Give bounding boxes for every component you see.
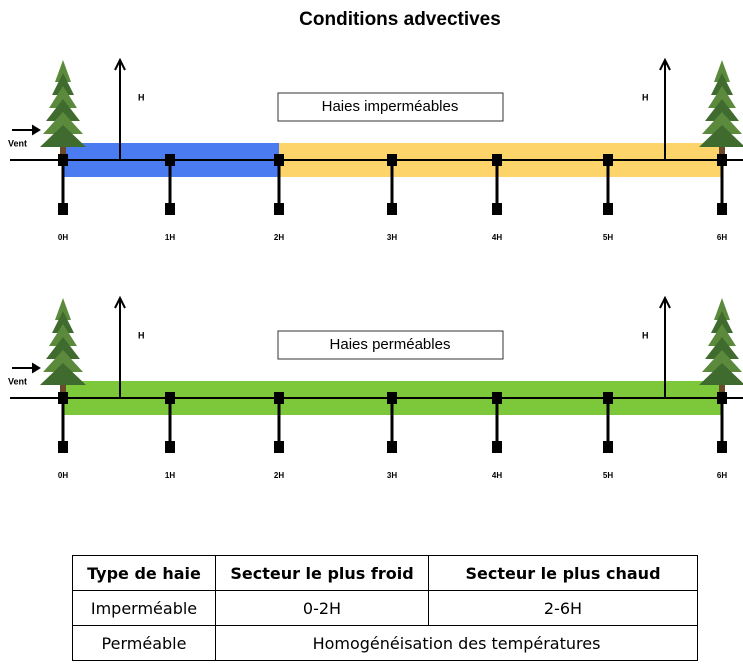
position-label: 0H [58, 233, 68, 242]
position-label: 6H [717, 471, 727, 480]
diagram: Conditions advectives H H Haies imperméabl… [8, 9, 743, 480]
summary-table: Type de haie Secteur le plus froid Secte… [72, 555, 698, 661]
header-cell: Type de haie [72, 555, 216, 591]
sensor [58, 203, 68, 215]
sensor [492, 203, 502, 215]
arrow-head [659, 57, 671, 71]
height-label: H [138, 330, 145, 340]
tree-foliage [699, 125, 743, 147]
row: Perméable Homogénéisation des températur… [72, 625, 698, 661]
wind-label: Vent [8, 138, 27, 148]
sensor [165, 441, 175, 453]
sensor [165, 203, 175, 215]
height-label: H [642, 92, 649, 102]
sensor [492, 441, 502, 453]
position-label: 1H [165, 471, 175, 480]
cell: 2-6H [428, 590, 698, 626]
tree-foliage [46, 337, 80, 359]
tree-foliage [702, 112, 742, 134]
sensor [603, 441, 613, 453]
header-cell: Secteur le plus froid [215, 555, 429, 591]
arrow-head [31, 362, 41, 374]
tree-foliage [705, 99, 739, 121]
sensor [274, 441, 284, 453]
position-label: 4H [492, 471, 502, 480]
tree-foliage [43, 350, 83, 372]
tree-foliage [705, 337, 739, 359]
arrow-head [114, 57, 126, 71]
sensor [387, 203, 397, 215]
sensor [58, 441, 68, 453]
position-label: 5H [603, 233, 613, 242]
tree-foliage [55, 298, 71, 320]
tree-foliage [52, 311, 74, 333]
sensor [717, 203, 727, 215]
tree-foliage [40, 363, 86, 385]
tree-foliage [714, 298, 730, 320]
label-box [277, 92, 504, 122]
header-cell: Secteur le plus chaud [428, 555, 698, 591]
sensor [717, 441, 727, 453]
position-label: 2H [274, 471, 284, 480]
tree-foliage [711, 73, 733, 95]
position-label: 5H [603, 471, 613, 480]
tree-foliage [52, 73, 74, 95]
tree-foliage [46, 99, 80, 121]
tree-foliage [714, 60, 730, 82]
position-label: 0H [58, 471, 68, 480]
height-label: H [642, 330, 649, 340]
height-label: H [138, 92, 145, 102]
position-label: 1H [165, 233, 175, 242]
row: Imperméable 0-2H 2-6H [72, 590, 698, 626]
wind-label: Vent [8, 376, 27, 386]
cell: Homogénéisation des températures [215, 625, 698, 661]
sensor [387, 441, 397, 453]
sensor [603, 203, 613, 215]
tree-foliage [55, 60, 71, 82]
tree-foliage [40, 125, 86, 147]
arrow-head [659, 295, 671, 309]
position-label: 4H [492, 233, 502, 242]
cell: Perméable [72, 625, 216, 661]
header-row: Type de haie Secteur le plus froid Secte… [72, 555, 698, 591]
tree-foliage [711, 311, 733, 333]
cell: 0-2H [215, 590, 429, 626]
label-box [277, 330, 504, 360]
panel-label: Haies imperméables [322, 98, 459, 115]
tree-foliage [699, 363, 743, 385]
position-label: 6H [717, 233, 727, 242]
cell: Imperméable [72, 590, 216, 626]
tree-foliage [708, 86, 736, 108]
panel-label: Haies perméables [330, 336, 451, 353]
arrow-head [114, 295, 126, 309]
title: Conditions advectives [299, 9, 501, 30]
tree-foliage [49, 324, 77, 346]
arrow-head [31, 124, 41, 136]
tree-foliage [43, 112, 83, 134]
position-label: 2H [274, 233, 284, 242]
sensor [274, 203, 284, 215]
tree-foliage [49, 86, 77, 108]
position-label: 3H [387, 233, 397, 242]
tree-foliage [702, 350, 742, 372]
tree-foliage [708, 324, 736, 346]
position-label: 3H [387, 471, 397, 480]
